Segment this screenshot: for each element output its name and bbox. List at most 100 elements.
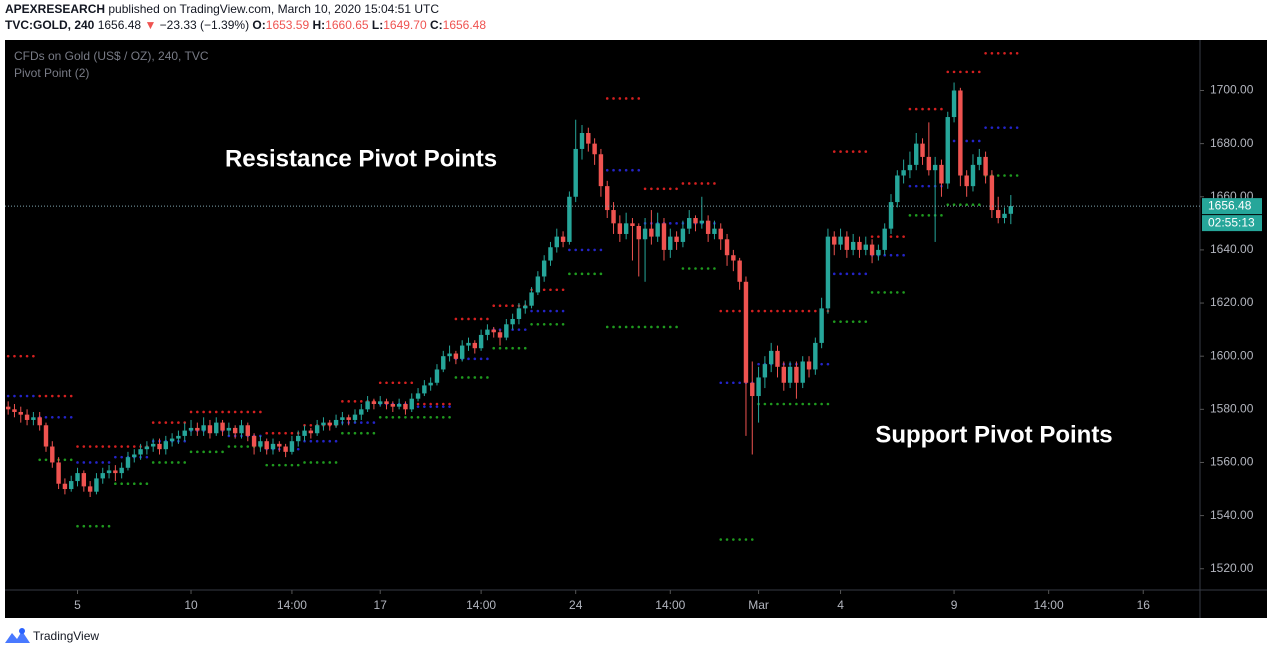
pivot-dot-s xyxy=(713,267,716,270)
pivot-dot-p xyxy=(839,272,842,276)
chart-panel xyxy=(5,40,1267,618)
candle-body xyxy=(18,411,23,415)
candle-body xyxy=(655,223,660,237)
pivot-dot-r xyxy=(359,400,363,403)
pivot-dot-r xyxy=(776,309,779,313)
last-price-label: 1656.48 xyxy=(1208,198,1252,212)
candle-body xyxy=(497,332,503,338)
pivot-dot-r xyxy=(76,445,79,448)
countdown-box xyxy=(1202,215,1262,232)
candle-body xyxy=(478,334,484,349)
pivot-dot-s xyxy=(454,376,458,379)
pivot-dot-s xyxy=(814,402,817,406)
pivot-dot-p xyxy=(441,405,445,408)
pivot-dot-p xyxy=(952,139,956,143)
candle-body xyxy=(87,486,93,492)
candle-body xyxy=(895,175,900,203)
pivot-dot-p xyxy=(605,168,609,172)
pivot-dot-p xyxy=(757,362,760,366)
pivot-dot-r xyxy=(240,410,243,414)
pivot-dot-p xyxy=(423,405,426,408)
pivot-dot-p xyxy=(416,405,420,408)
x-tick-label: 10 xyxy=(184,598,198,612)
pivot-dot-r xyxy=(902,235,905,238)
pivot-dot-s xyxy=(271,463,275,467)
y-tick-label: 1580.00 xyxy=(1210,401,1254,415)
pivot-dot-s xyxy=(101,524,105,528)
pivot-dot-r xyxy=(814,309,817,313)
candle-body xyxy=(523,305,528,309)
pivot-dot-r xyxy=(700,182,704,185)
candle-body xyxy=(737,260,742,282)
candle-body xyxy=(384,401,389,405)
candle-body xyxy=(857,241,862,250)
y-tick-label: 1680.00 xyxy=(1210,136,1254,150)
pivot-dot-r xyxy=(69,394,73,398)
pivot-dot-r xyxy=(32,354,35,358)
candle-body xyxy=(832,236,837,245)
candle-body xyxy=(964,175,969,187)
candle-body xyxy=(283,446,288,452)
pivot-dot-r xyxy=(801,309,805,313)
pivot-dot-s xyxy=(738,538,741,541)
candle-body xyxy=(970,164,976,187)
pivot-dot-p xyxy=(914,184,918,188)
pivot-dot-r xyxy=(694,182,697,185)
pivot-dot-s xyxy=(530,322,533,326)
candle-body xyxy=(787,366,793,383)
change: −23.33 (−1.39%) xyxy=(160,18,249,32)
pivot-dot-s xyxy=(132,482,136,486)
pivot-dot-s xyxy=(208,450,212,454)
pivot-dot-s xyxy=(63,458,67,462)
pivot-dot-s xyxy=(423,415,426,419)
pivot-dot-r xyxy=(977,70,981,74)
pivot-dot-s xyxy=(605,325,609,329)
pivot-dot-r xyxy=(63,394,67,398)
pivot-dot-s xyxy=(580,272,584,276)
pivot-dot-p xyxy=(486,357,489,361)
pivot-dot-r xyxy=(650,187,653,191)
candle-body xyxy=(94,478,99,492)
high-label: H: xyxy=(313,18,326,32)
pivot-dot-r xyxy=(851,150,855,153)
candle-body xyxy=(472,342,478,349)
pivot-dot-s xyxy=(700,267,704,270)
high-value: 1660.65 xyxy=(325,18,369,32)
x-tick-label: 5 xyxy=(74,598,81,612)
candle-body xyxy=(12,409,17,412)
pivot-dot-r xyxy=(769,309,773,313)
countdown-label: 02:55:13 xyxy=(1208,215,1255,229)
pivot-dot-s xyxy=(587,272,590,276)
pivot-dot-r xyxy=(467,317,470,321)
candle-body xyxy=(182,430,187,436)
pivot-dot-s xyxy=(88,524,92,528)
candle-body xyxy=(308,430,314,434)
pivot-dot-s xyxy=(498,346,502,350)
pivot-dot-p xyxy=(322,439,325,443)
pivot-dot-r xyxy=(309,423,313,427)
candle-body xyxy=(24,414,30,420)
pivot-dot-r xyxy=(448,402,451,406)
pivot-dot-s xyxy=(864,320,868,323)
pivot-dot-p xyxy=(523,328,527,331)
candle-body xyxy=(699,220,705,224)
x-tick-label: 14:00 xyxy=(1034,598,1064,612)
pivot-dot-p xyxy=(965,139,968,143)
tradingview-logo xyxy=(5,628,30,643)
candle-body xyxy=(623,223,629,234)
pivot-dot-r xyxy=(378,381,382,385)
candle-body xyxy=(245,425,250,436)
pivot-dot-p xyxy=(372,421,376,424)
legend-symbol: CFDs on Gold (US$ / OZ), 240, TVC xyxy=(14,49,209,63)
candle-body xyxy=(251,435,257,447)
pivot-dot-s xyxy=(214,450,218,454)
pivot-dot-p xyxy=(587,248,590,252)
pivot-dot-r xyxy=(19,354,23,358)
pivot-dot-r xyxy=(265,431,269,435)
pivot-dot-s xyxy=(706,267,710,270)
pivot-dot-p xyxy=(675,222,678,225)
candle-body xyxy=(813,342,818,370)
pivot-dot-s xyxy=(568,272,571,276)
pivot-dot-s xyxy=(492,346,496,350)
